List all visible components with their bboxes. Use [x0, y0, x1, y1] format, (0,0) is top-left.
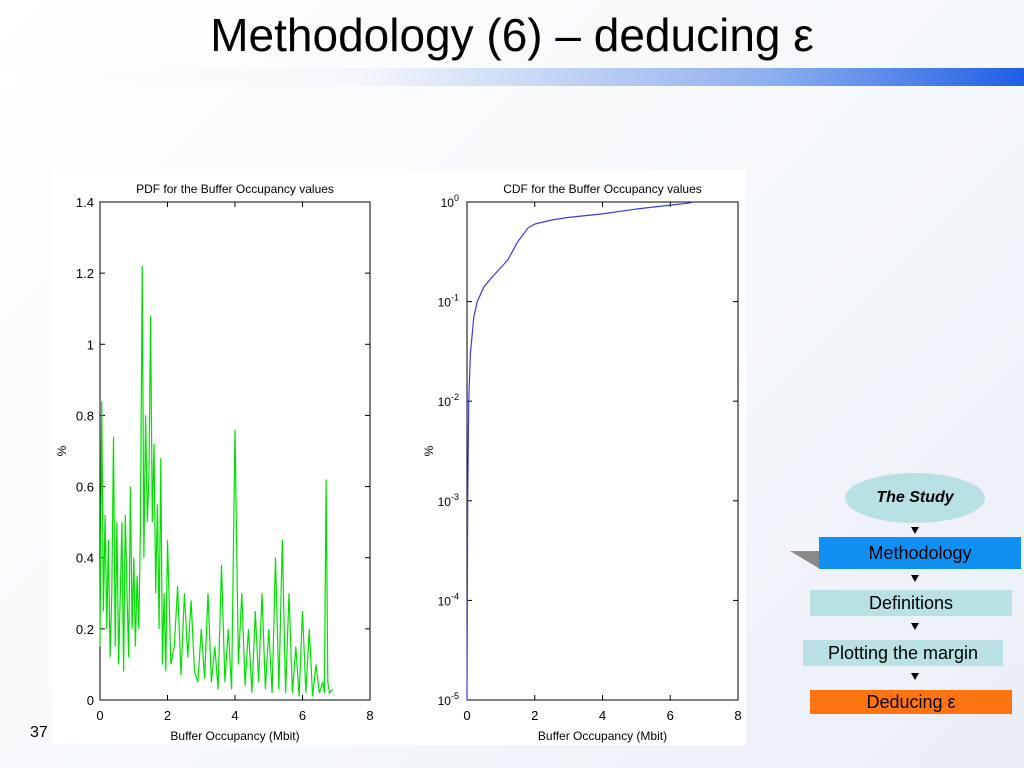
- cdf-x-tick-label: 0: [463, 708, 470, 723]
- current-section-pointer-icon: [790, 551, 820, 569]
- flow-arrow-icon: [911, 575, 919, 582]
- cdf-x-tick-label: 8: [734, 708, 741, 723]
- cdf-x-tick-label: 4: [599, 708, 606, 723]
- flow-node-the-study: The Study: [845, 473, 985, 523]
- cdf-y-tick-label: 10-1: [438, 293, 459, 310]
- page-number: 37: [30, 724, 48, 741]
- pdf-y-axis-label: %: [55, 445, 69, 456]
- flow-arrow-icon: [911, 527, 919, 534]
- flow-arrow-icon: [911, 673, 919, 680]
- pdf-y-tick-label: 1.4: [76, 195, 94, 210]
- pdf-series-line: [99, 265, 334, 697]
- cdf-series-line: [466, 201, 695, 701]
- cdf-y-tick-label: 10-5: [438, 691, 459, 708]
- cdf-y-tick-label: 10-2: [438, 392, 459, 409]
- pdf-x-axis-label: Buffer Occupancy (Mbit): [170, 729, 299, 743]
- cdf-x-axis-label: Buffer Occupancy (Mbit): [538, 729, 667, 743]
- cdf-y-tick-label: 10-4: [438, 591, 459, 608]
- pdf-y-tick-label: 0.2: [76, 622, 94, 637]
- pdf-x-tick-label: 6: [299, 708, 306, 723]
- charts-svg: PDF for the Buffer Occupancy values Buffe…: [55, 182, 742, 743]
- pdf-x-tick-label: 8: [366, 708, 373, 723]
- pdf-x-tick-label: 4: [231, 708, 238, 723]
- title-underline-bar: [0, 68, 1024, 86]
- cdf-x-tick-label: 6: [667, 708, 674, 723]
- cdf-chart-title: CDF for the Buffer Occupancy values: [503, 182, 702, 196]
- page-title: Methodology (6) – deducing ε: [210, 9, 814, 61]
- flow-node-methodology: Methodology: [819, 537, 1021, 569]
- pdf-y-tick-label: 1: [87, 337, 94, 352]
- flow-node-deducing: Deducing ε: [810, 690, 1012, 714]
- pdf-x-tick-label: 0: [96, 708, 103, 723]
- pdf-y-tick-label: 0.4: [76, 551, 94, 566]
- pdf-y-tick-label: 0: [87, 693, 94, 708]
- cdf-x-tick-label: 2: [531, 708, 538, 723]
- cdf-y-axis-label: %: [422, 445, 436, 456]
- pdf-x-tick-label: 2: [164, 708, 171, 723]
- pdf-chart-title: PDF for the Buffer Occupancy values: [136, 182, 334, 196]
- pdf-y-tick-label: 0.8: [76, 408, 94, 423]
- flow-arrow-icon: [911, 623, 919, 630]
- cdf-y-tick-label: 10-3: [438, 492, 459, 509]
- pdf-y-tick-label: 1.2: [76, 266, 94, 281]
- flow-node-definitions: Definitions: [810, 590, 1012, 616]
- cdf-plot-frame: [466, 201, 739, 701]
- pdf-y-tick-label: 0.6: [76, 480, 94, 495]
- cdf-y-tick-label: 100: [441, 193, 459, 210]
- flow-node-plotting-the-margin: Plotting the margin: [803, 640, 1003, 666]
- figure-panel: PDF for the Buffer Occupancy values Buffe…: [52, 170, 746, 745]
